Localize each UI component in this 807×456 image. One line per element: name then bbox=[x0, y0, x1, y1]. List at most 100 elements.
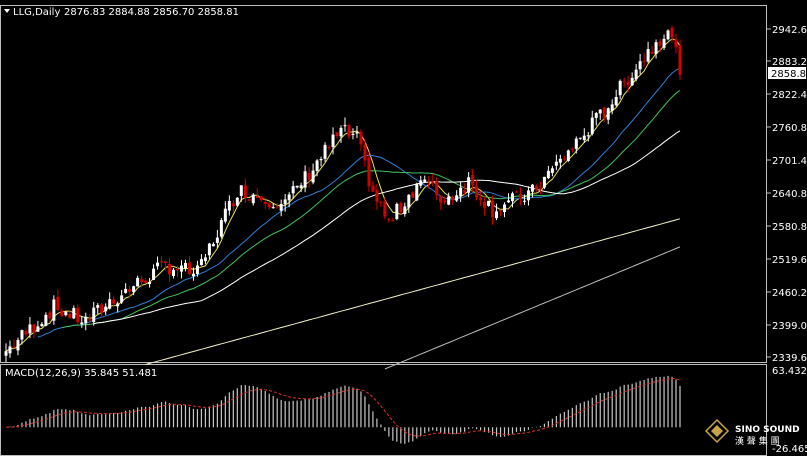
candle bbox=[156, 256, 160, 270]
candle bbox=[243, 178, 247, 204]
candle bbox=[283, 193, 287, 212]
candle-body bbox=[195, 265, 199, 274]
candle-body bbox=[427, 180, 431, 182]
candle bbox=[116, 301, 120, 313]
candle bbox=[307, 167, 311, 188]
candle bbox=[654, 39, 658, 59]
candle-body bbox=[148, 281, 152, 285]
candle bbox=[80, 316, 84, 328]
candle-body bbox=[371, 185, 375, 192]
candle-body bbox=[423, 179, 427, 182]
candle-body bbox=[391, 219, 395, 221]
candle bbox=[439, 194, 443, 210]
ma-blue-line bbox=[37, 67, 681, 338]
candle-body bbox=[128, 289, 132, 292]
candle-body bbox=[347, 125, 351, 137]
candle bbox=[387, 217, 391, 223]
moving-averages bbox=[5, 38, 681, 370]
candle bbox=[483, 196, 487, 216]
candle bbox=[160, 255, 164, 268]
candle-body bbox=[522, 200, 526, 202]
candle-body bbox=[379, 202, 383, 204]
candle bbox=[179, 260, 183, 279]
candle bbox=[148, 278, 152, 288]
candle bbox=[44, 312, 48, 327]
candle-body bbox=[44, 314, 48, 326]
candle-body bbox=[363, 144, 367, 161]
candle bbox=[168, 257, 172, 282]
candle-body bbox=[542, 176, 546, 188]
candle bbox=[495, 203, 499, 221]
candle-body bbox=[495, 211, 499, 219]
candle bbox=[558, 154, 562, 169]
candle-body bbox=[566, 150, 570, 161]
candle-body bbox=[235, 197, 239, 206]
candle bbox=[120, 289, 124, 305]
candle bbox=[614, 89, 618, 107]
candle bbox=[415, 182, 419, 202]
candle-body bbox=[56, 296, 60, 311]
candle bbox=[538, 181, 542, 195]
candle bbox=[175, 265, 179, 278]
candle bbox=[451, 195, 455, 206]
price-tick: 2580.80 bbox=[772, 222, 807, 233]
candle-body bbox=[160, 261, 164, 263]
candle bbox=[467, 172, 471, 198]
candle bbox=[96, 303, 100, 314]
price-tick: 2760.80 bbox=[772, 123, 807, 134]
candle bbox=[191, 267, 195, 281]
candle-body bbox=[586, 135, 590, 137]
candle-body bbox=[172, 269, 176, 276]
candle-body bbox=[331, 134, 335, 147]
candle-body bbox=[499, 210, 503, 212]
macd-histogram bbox=[9, 375, 681, 444]
candle bbox=[152, 264, 156, 281]
candle bbox=[526, 186, 530, 206]
candle bbox=[542, 176, 546, 190]
candle bbox=[602, 106, 606, 122]
candle-body bbox=[32, 324, 36, 333]
candle bbox=[367, 151, 371, 192]
candle-body bbox=[399, 202, 403, 213]
candle bbox=[203, 253, 207, 265]
candle bbox=[331, 127, 335, 155]
candle-body bbox=[311, 170, 315, 183]
candle bbox=[447, 192, 451, 206]
candle bbox=[56, 289, 60, 311]
candle-body bbox=[323, 144, 327, 159]
candle bbox=[4, 343, 8, 363]
price-axis: 2942.60 2883.20 2822.40 2760.80 2701.40 … bbox=[767, 25, 807, 364]
current-price-tag: 2858.81 bbox=[768, 67, 807, 80]
candle-body bbox=[227, 200, 231, 211]
candle bbox=[8, 340, 12, 358]
candle-body bbox=[554, 161, 558, 166]
candle-body bbox=[658, 41, 662, 46]
candle bbox=[622, 77, 626, 88]
ma-green-line bbox=[61, 89, 681, 329]
candle bbox=[606, 107, 610, 125]
candle bbox=[403, 202, 407, 217]
candle bbox=[343, 117, 347, 132]
candle bbox=[112, 295, 116, 308]
candle bbox=[630, 72, 634, 87]
candle bbox=[359, 129, 363, 151]
candle bbox=[443, 196, 447, 205]
candle-body bbox=[487, 200, 491, 206]
candle bbox=[231, 200, 235, 213]
candle bbox=[435, 177, 439, 201]
candle bbox=[411, 190, 415, 199]
candle bbox=[590, 110, 594, 136]
candle-body bbox=[28, 324, 32, 334]
price-tick: 2460.20 bbox=[772, 288, 807, 299]
candle-body bbox=[247, 199, 251, 201]
candle-body bbox=[618, 80, 622, 96]
candle bbox=[48, 310, 52, 323]
candle bbox=[311, 163, 315, 185]
candle bbox=[662, 34, 666, 51]
dropdown-triangle-icon[interactable] bbox=[4, 9, 10, 13]
candle-body bbox=[168, 263, 172, 275]
candle-body bbox=[124, 288, 128, 293]
candle bbox=[187, 256, 191, 276]
candle bbox=[514, 190, 518, 193]
